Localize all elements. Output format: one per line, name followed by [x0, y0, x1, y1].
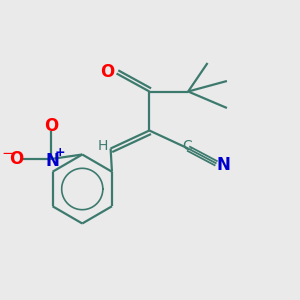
- Text: O: O: [10, 150, 24, 168]
- Text: N: N: [46, 152, 59, 169]
- Text: C: C: [182, 139, 191, 153]
- Text: H: H: [98, 139, 108, 152]
- Text: O: O: [100, 63, 115, 81]
- Text: −: −: [1, 146, 14, 160]
- Text: N: N: [216, 156, 230, 174]
- Text: O: O: [44, 117, 58, 135]
- Text: +: +: [55, 146, 65, 160]
